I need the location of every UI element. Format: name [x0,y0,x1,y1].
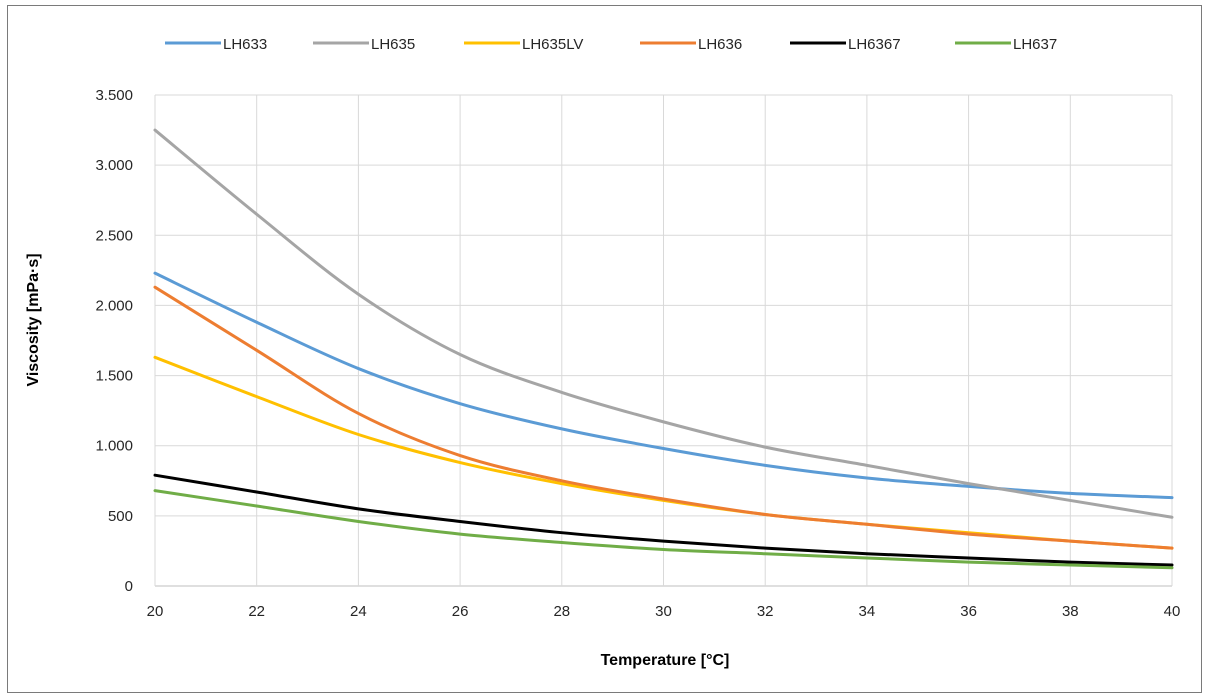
y-tick-label: 3.000 [95,157,133,174]
series-line-lh636 [153,285,1174,550]
legend-label-lh637: LH637 [1013,36,1057,53]
y-tick-label: 2.000 [95,297,133,314]
x-tick-label: 24 [350,603,367,620]
legend: LH633 LH635 LH635LV LH636 LH6367 LH637 [165,36,1057,53]
grid-layer [154,94,1173,587]
x-axis-title: Temperature [°C] [601,652,730,669]
x-tick-label: 40 [1164,603,1181,620]
x-tick-label: 30 [655,603,672,620]
x-tick-label: 28 [553,603,570,620]
chart-frame [7,5,1202,693]
legend-label-lh633: LH633 [223,36,267,53]
y-tick-label: 0 [125,578,133,595]
series-line-lh635 [153,128,1174,519]
y-tick-label: 500 [108,508,133,525]
axis-layer: 0 500 1.000 1.500 2.000 2.500 3.000 3.500 20 22 24… [95,87,1180,620]
x-tick-label: 26 [452,603,469,620]
series-layer [153,128,1174,570]
legend-label-lh636: LH636 [698,36,742,53]
legend-label-lh6367: LH6367 [848,36,901,53]
y-tick-label: 1.500 [95,368,133,385]
x-tick-label: 36 [960,603,977,620]
x-tick-label: 34 [859,603,876,620]
y-tick-label: 2.500 [95,227,133,244]
x-tick-label: 20 [147,603,164,620]
legend-label-lh635lv: LH635LV [522,36,583,53]
x-tick-label: 22 [248,603,265,620]
y-tick-label: 3.500 [95,87,133,104]
series-line-lh6367 [153,473,1174,567]
y-tick-label: 1.000 [95,438,133,455]
legend-label-lh635: LH635 [371,36,415,53]
x-tick-label: 38 [1062,603,1079,620]
series-line-lh637 [153,489,1174,570]
y-axis-title: Viscosity [mPa·s] [25,253,42,386]
x-tick-label: 32 [757,603,774,620]
